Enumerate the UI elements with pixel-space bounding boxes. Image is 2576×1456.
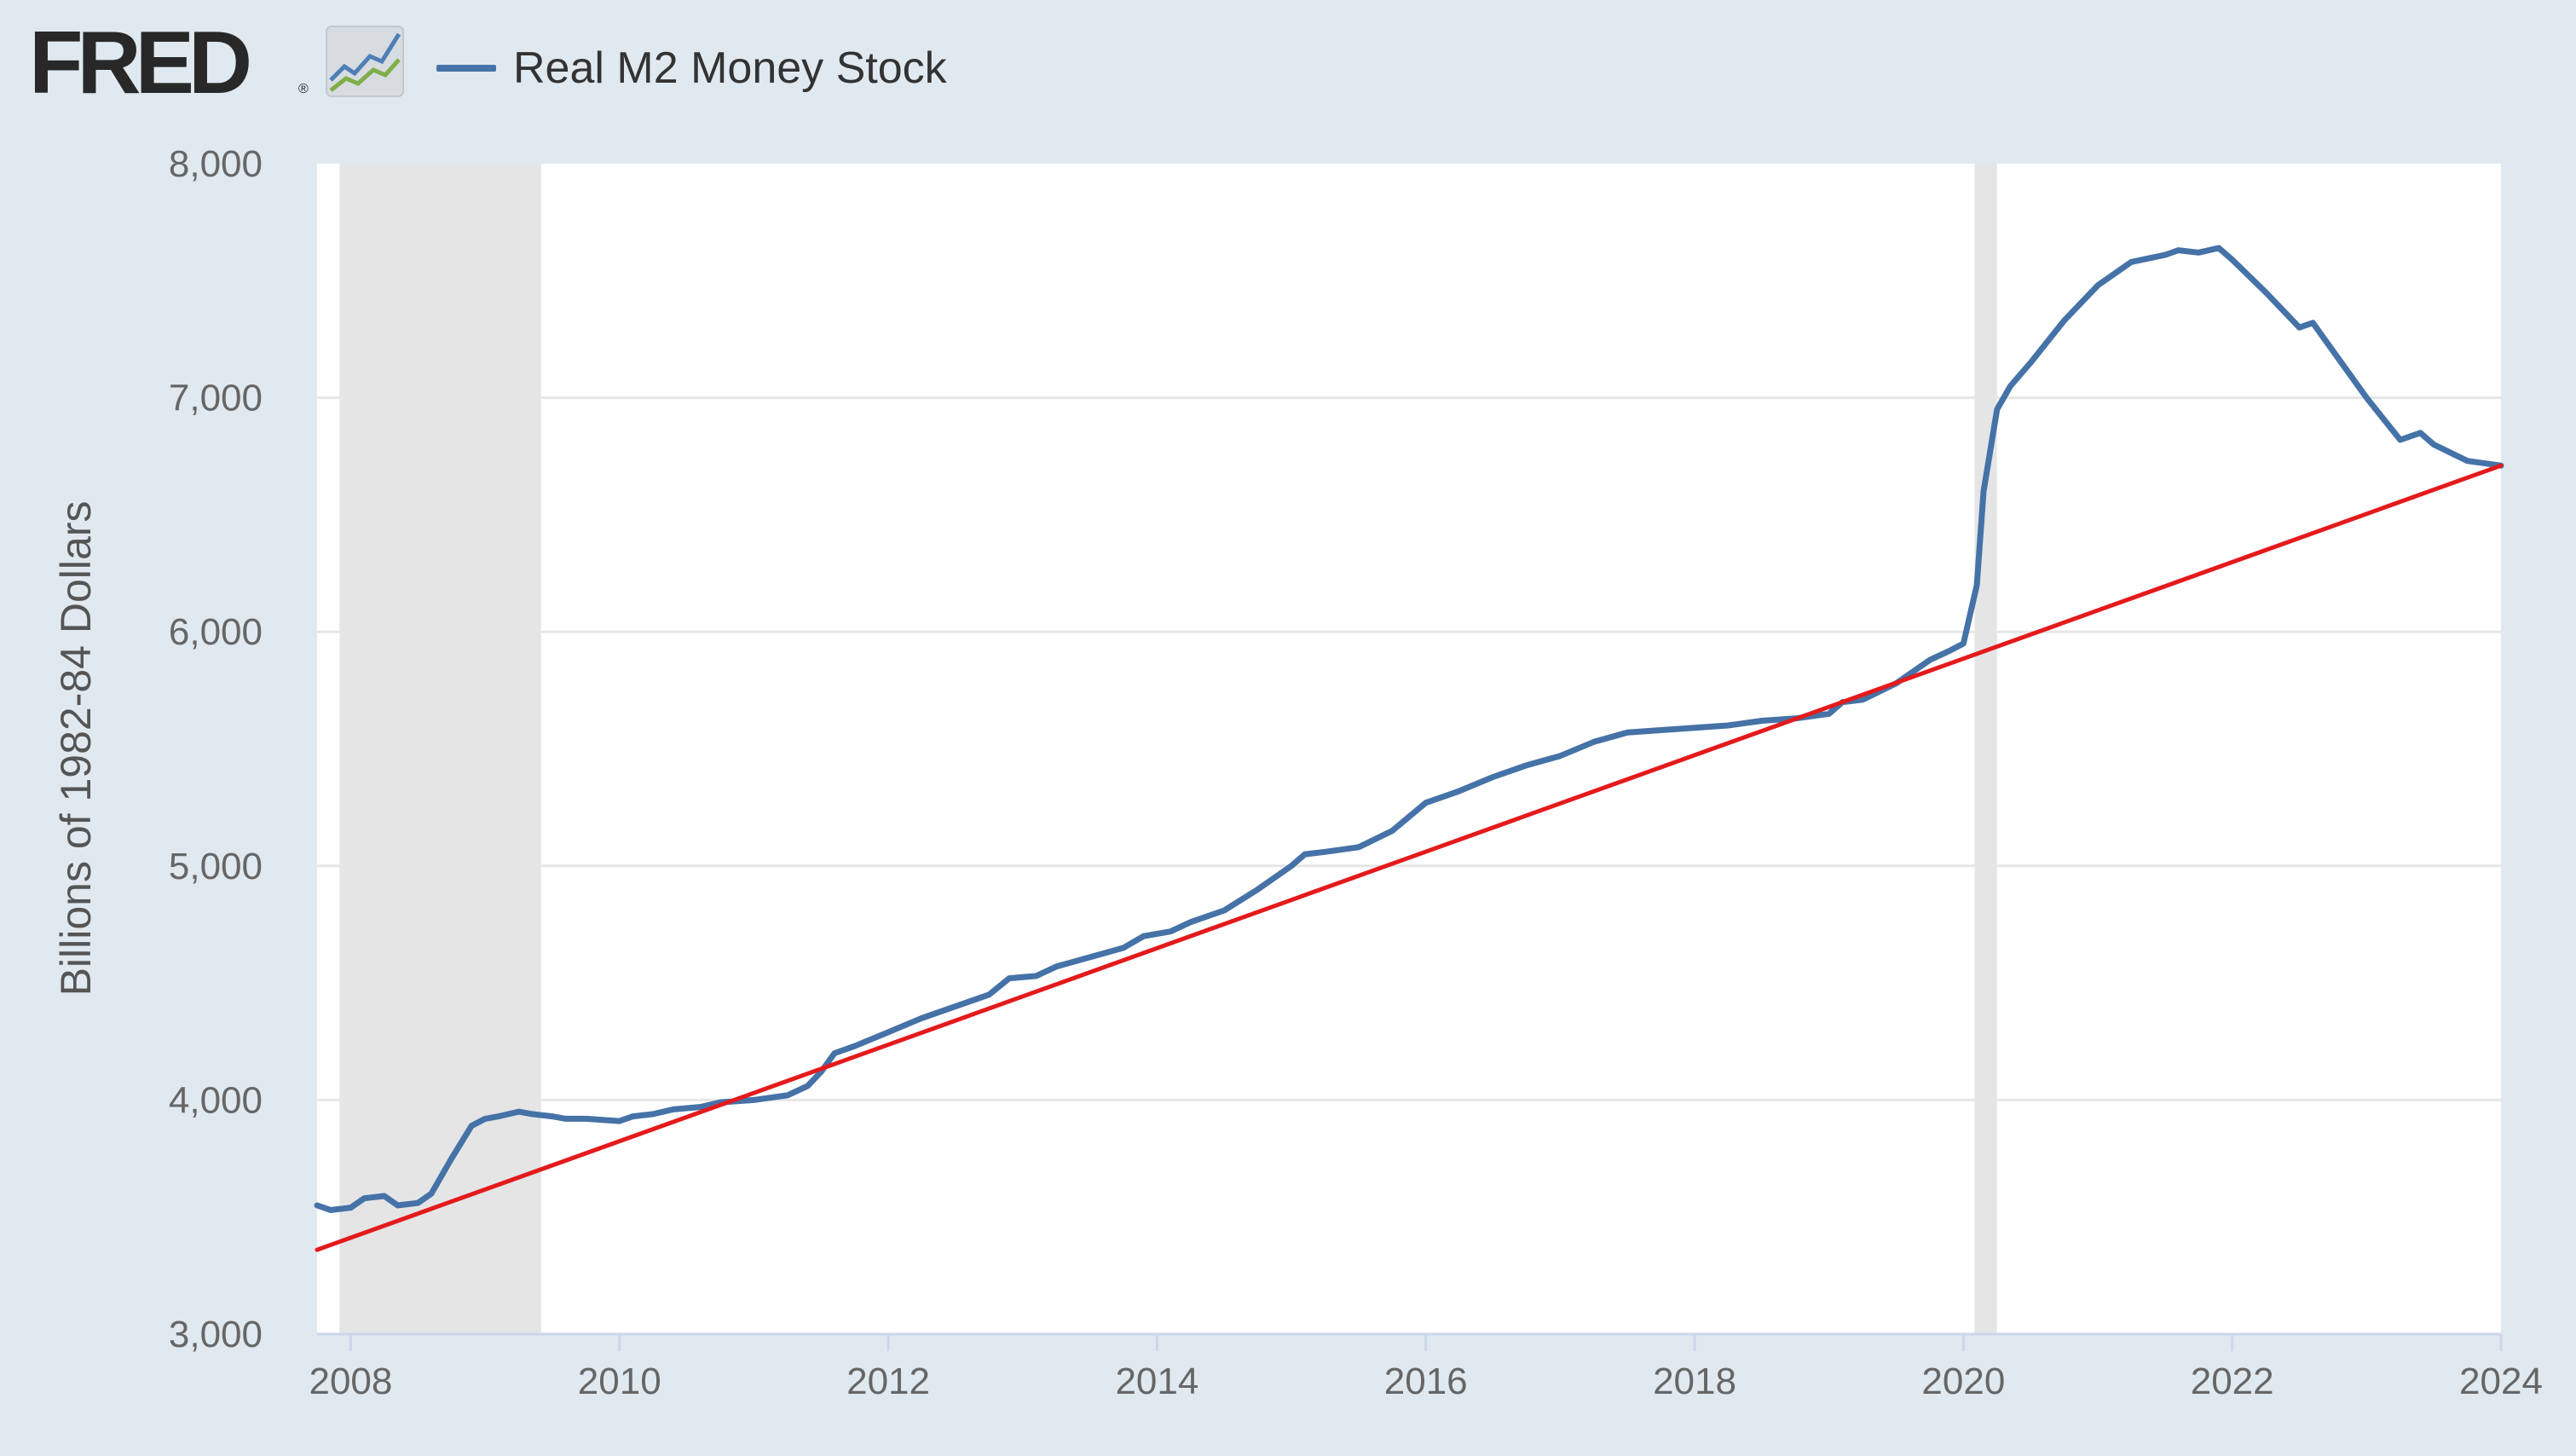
recession-band <box>1974 164 1997 1334</box>
registered-mark: ® <box>298 82 309 96</box>
x-tick-label: 2022 <box>2191 1361 2274 1402</box>
y-tick-label: 5,000 <box>169 846 263 887</box>
y-axis-title: Billions of 1982-84 Dollars <box>52 501 100 997</box>
plot-background <box>317 164 2501 1334</box>
x-tick-label: 2014 <box>1115 1361 1198 1402</box>
y-tick-label: 8,000 <box>169 143 263 185</box>
x-tick-label: 2016 <box>1384 1361 1468 1402</box>
line-chart-icon <box>326 26 404 97</box>
fred-logo[interactable]: FRED <box>29 14 252 113</box>
x-tick-label: 2012 <box>846 1361 930 1402</box>
chart-header: FRED ® Real M2 Money Stock <box>29 14 1222 113</box>
x-tick-label: 2024 <box>2459 1361 2543 1402</box>
x-tick-label: 2010 <box>578 1361 661 1402</box>
x-tick-label: 2018 <box>1653 1361 1736 1402</box>
y-tick-label: 4,000 <box>169 1079 263 1121</box>
x-tick-label: 2008 <box>309 1361 392 1402</box>
legend-label[interactable]: Real M2 Money Stock <box>513 43 947 93</box>
trend-line[interactable] <box>315 463 2504 1252</box>
recession-band <box>339 164 541 1334</box>
y-tick-label: 3,000 <box>169 1314 263 1355</box>
y-tick-label: 6,000 <box>169 611 263 653</box>
y-tick-label: 7,000 <box>169 378 263 419</box>
series-line-real-m2[interactable] <box>314 245 2504 1213</box>
x-tick-label: 2020 <box>1921 1361 2005 1402</box>
legend-swatch <box>436 65 496 72</box>
